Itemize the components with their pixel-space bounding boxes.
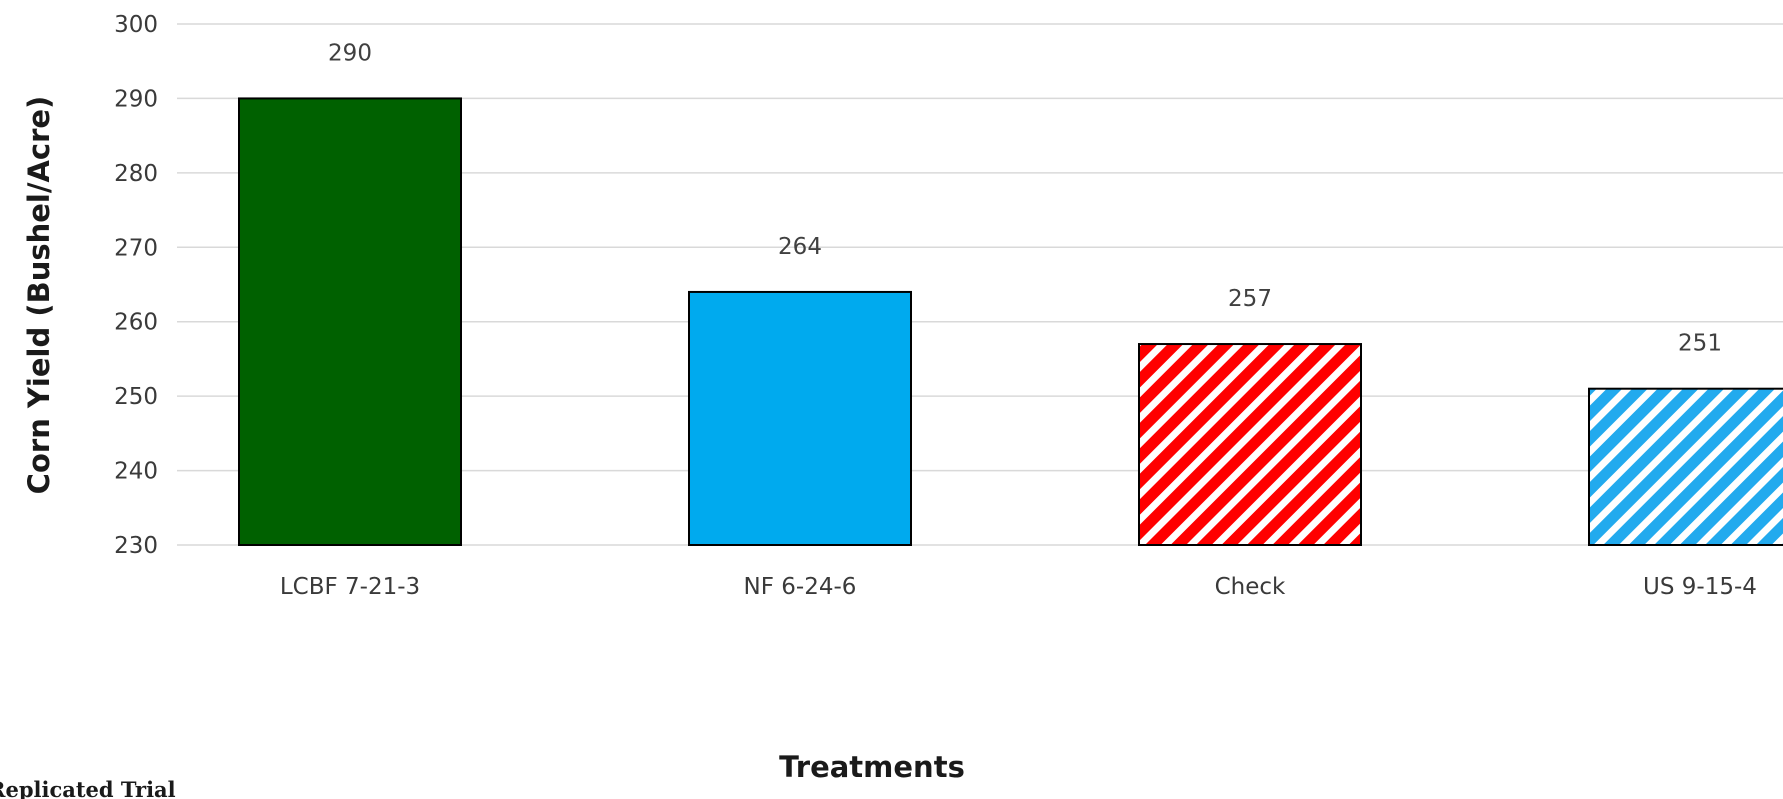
data-label: 290 (328, 40, 372, 66)
y-tick-label: 300 (114, 12, 158, 38)
data-labels: 290 264 257 251 (328, 40, 1722, 356)
y-axis-title: Corn Yield (Bushel/Acre) (22, 96, 56, 495)
footnote: Replicated Trial (0, 777, 176, 799)
bar (1588, 387, 1783, 547)
x-tick-label: Check (1215, 574, 1286, 600)
bar (1138, 343, 1362, 546)
data-label: 251 (1678, 331, 1722, 357)
y-tick-label: 240 (114, 459, 158, 485)
y-tick-label: 250 (114, 384, 158, 410)
x-tick-label: NF 6-24-6 (744, 574, 857, 600)
bar (238, 97, 462, 547)
x-axis-title: Treatments (779, 750, 965, 784)
y-tick-label: 270 (114, 235, 158, 261)
data-label: 264 (778, 234, 822, 260)
y-tick-label: 230 (114, 533, 158, 559)
bars (238, 97, 1783, 547)
data-label: 257 (1228, 286, 1272, 312)
y-tick-label: 280 (114, 161, 158, 187)
y-tick-label: 260 (114, 310, 158, 336)
x-axis-ticks: LCBF 7-21-3 NF 6-24-6 Check US 9-15-4 (280, 574, 1757, 600)
x-tick-label: LCBF 7-21-3 (280, 574, 420, 600)
y-tick-label: 290 (114, 86, 158, 112)
bar (688, 290, 912, 547)
y-axis-ticks: 230 240 250 260 270 280 290 300 (114, 12, 158, 559)
x-tick-label: US 9-15-4 (1643, 574, 1757, 600)
